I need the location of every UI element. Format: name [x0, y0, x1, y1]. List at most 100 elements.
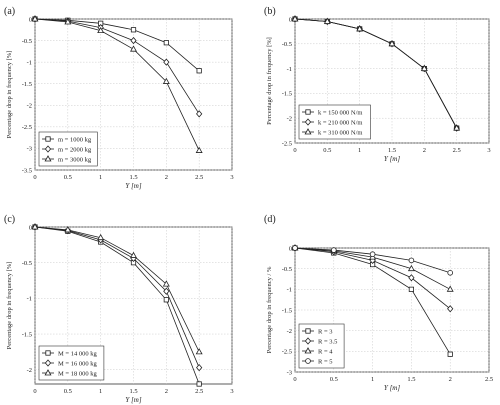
data-point — [196, 381, 202, 387]
legend-entry: M = 14 000 kg — [58, 350, 97, 357]
chart-panel-3: 0 0.5 1 1.5 2 2.5 3 0 -0.5 -1 -1.5 -2 Y [m] Percentag… — [4, 214, 234, 404]
data-point — [31, 223, 39, 230]
data-point — [420, 64, 428, 71]
data-point — [447, 305, 454, 313]
series-line-3 — [34, 18, 200, 151]
x-tick-label: 1.5 — [407, 376, 415, 383]
x-tick-label: 0 — [33, 388, 36, 395]
data-point — [356, 25, 364, 32]
data-point — [408, 274, 415, 282]
y-tick-label: -1 — [27, 296, 32, 303]
legend-marker — [44, 155, 52, 162]
data-point — [447, 269, 454, 276]
x-tick-label: 3 — [230, 388, 233, 395]
data-point — [369, 251, 376, 258]
legend-entry: k = 310 000 N/m — [318, 129, 362, 136]
data-point — [323, 17, 331, 24]
y-axis-label: Percentage drop in frequency [%] — [6, 51, 13, 139]
y-tick-label: 0 — [289, 245, 292, 252]
x-axis-label: Y [m] — [384, 155, 400, 163]
legend-marker — [45, 350, 51, 356]
y-tick-label: -0.5 — [22, 38, 32, 45]
data-point — [97, 233, 105, 241]
series-line-3 — [34, 226, 200, 353]
data-point — [407, 264, 415, 272]
y-tick-label: -2 — [287, 328, 292, 335]
x-tick-label: 0.5 — [330, 376, 338, 383]
y-tick-label: 0 — [289, 16, 292, 23]
data-point — [446, 285, 454, 292]
data-point — [163, 297, 169, 303]
x-tick-label: 2.5 — [453, 147, 461, 154]
x-axis-label: Y [m] — [125, 182, 141, 190]
y-axis-label: Percentage drop in frequency / % — [266, 266, 273, 353]
legend-entry: R = 5 — [318, 358, 333, 365]
legend-marker — [45, 136, 51, 142]
series-line-2 — [34, 18, 200, 115]
data-point — [162, 77, 170, 84]
data-point — [31, 15, 39, 22]
data-point — [408, 286, 415, 292]
data-point — [408, 257, 415, 264]
series-line-1 — [34, 18, 200, 72]
data-point — [130, 251, 137, 258]
series-line-1 — [34, 226, 200, 385]
legend-entry: m = 2000 kg — [58, 146, 92, 153]
x-tick-label: 0 — [293, 376, 296, 383]
x-tick-label: 0 — [33, 174, 36, 181]
chart-panel-1: 0 0.5 1 1.5 2 2.5 3 0 -0.5 -1 -1.5 -2 -2.5 -3 -3.5 Y [m… — [4, 6, 234, 190]
x-tick-label: 2.5 — [195, 388, 203, 395]
legend-entry: R = 4 — [318, 348, 333, 355]
legend-marker — [304, 128, 312, 135]
y-tick-label: -2.5 — [282, 140, 292, 147]
y-tick-label: -0.5 — [282, 266, 292, 273]
legend-marker — [305, 328, 311, 334]
x-tick-label: 1.5 — [388, 147, 396, 154]
chart-panel-4: 0 0.5 1 1.5 2 2.5 0 -0.5 -1 -1.5 -2 -2.5 -3 Y [m] Perc… — [264, 214, 493, 392]
panel-label: (b) — [264, 6, 276, 17]
y-tick-label: -2 — [27, 103, 32, 110]
legend-marker — [44, 359, 52, 367]
y-tick-label: -2 — [27, 367, 32, 374]
legend-marker — [44, 145, 52, 153]
x-tick-label: 3 — [487, 147, 490, 154]
panel-label: (d) — [264, 214, 276, 225]
legend: m = 1000 kg m = 2000 kg m = 3000 kg — [38, 131, 98, 167]
data-point — [195, 146, 203, 153]
legend-marker — [304, 118, 312, 126]
y-tick-label: -1.5 — [282, 307, 292, 314]
data-point — [130, 45, 137, 52]
x-tick-label: 0 — [293, 147, 296, 154]
legend-entry: m = 1000 kg — [58, 136, 92, 143]
y-tick-label: -1.5 — [282, 91, 292, 98]
y-tick-label: 0 — [29, 16, 32, 23]
data-point — [195, 348, 203, 355]
data-point — [196, 363, 203, 372]
x-tick-label: 2.5 — [195, 174, 203, 181]
data-point — [64, 18, 72, 25]
legend-entry: k = 210 000 N/m — [318, 119, 362, 126]
x-tick-label: 0.5 — [64, 388, 72, 395]
y-tick-label: -2.5 — [282, 349, 292, 356]
y-tick-label: -1 — [287, 287, 292, 294]
x-tick-label: 2 — [423, 147, 426, 154]
legend-entry: M = 16 000 kg — [58, 360, 97, 367]
x-tick-label: 2 — [449, 376, 452, 383]
x-tick-label: 0.5 — [64, 174, 72, 181]
y-tick-label: -3.5 — [22, 167, 32, 174]
x-tick-label: 1.5 — [129, 388, 137, 395]
panel-label: (a) — [4, 6, 15, 17]
y-tick-label: -0.5 — [22, 260, 32, 267]
data-point — [292, 245, 298, 251]
series-line-3 — [294, 18, 458, 129]
legend-marker — [305, 109, 311, 115]
x-tick-label: 1 — [371, 376, 374, 383]
x-tick-label: 1 — [358, 147, 361, 154]
legend-entry: R = 3.5 — [318, 338, 337, 345]
y-tick-label: -1 — [287, 66, 292, 73]
data-point — [447, 351, 453, 357]
x-tick-label: 1.5 — [129, 174, 137, 181]
data-point — [291, 15, 299, 22]
y-tick-label: -3 — [287, 369, 292, 376]
